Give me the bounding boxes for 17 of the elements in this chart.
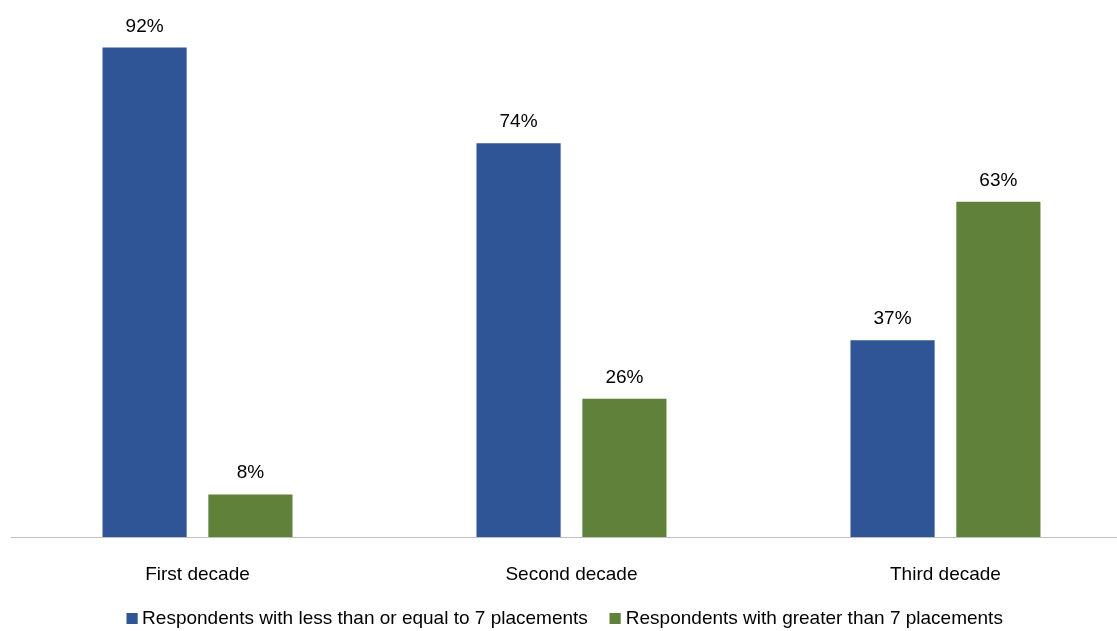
bar	[476, 143, 561, 538]
data-label: 63%	[979, 168, 1018, 190]
data-label: 8%	[236, 461, 265, 483]
legend-label: Respondents with less than or equal to 7 placements	[142, 607, 588, 629]
bar	[956, 201, 1041, 538]
x-tick-label: First decade	[145, 563, 250, 585]
data-label: 74%	[499, 110, 538, 132]
legend-label: Respondents with greater than 7 placements	[625, 607, 1003, 629]
data-label: 37%	[873, 307, 912, 329]
data-label: 92%	[125, 14, 164, 36]
x-tick-label: Second decade	[505, 563, 638, 585]
bar	[208, 494, 293, 538]
x-tick-label: Third decade	[890, 563, 1001, 585]
data-label: 26%	[605, 365, 644, 387]
bar	[850, 340, 935, 538]
bar	[102, 47, 187, 538]
bar	[582, 398, 667, 538]
